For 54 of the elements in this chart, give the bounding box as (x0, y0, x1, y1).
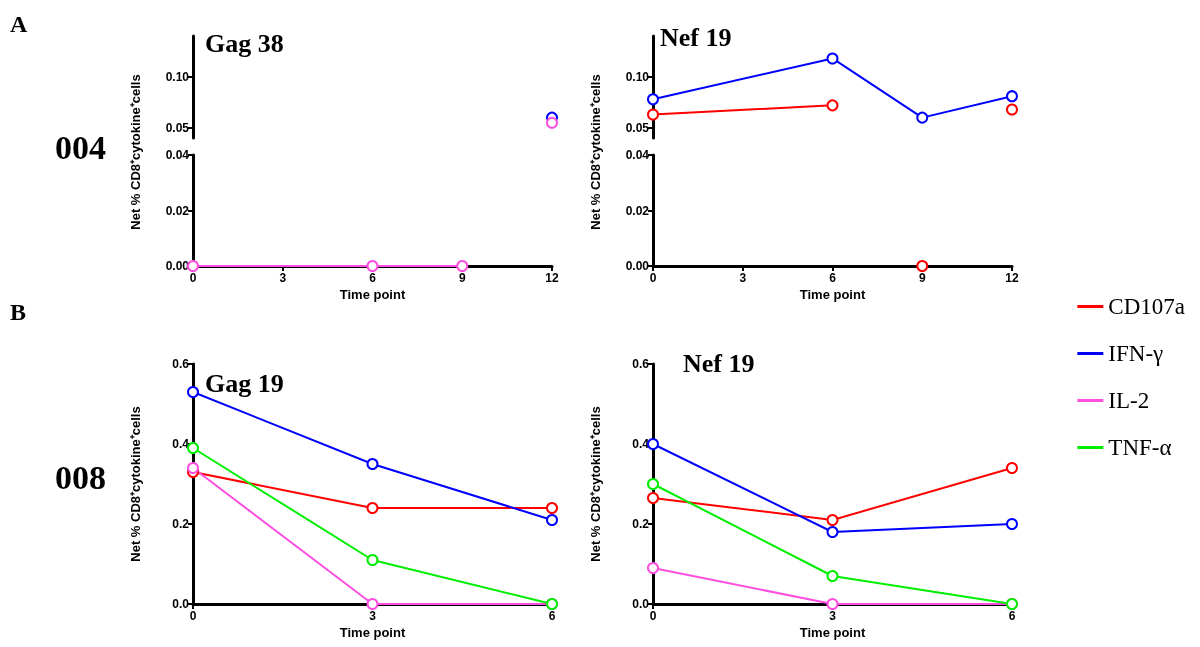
y-tick-label: 0.4 (632, 437, 650, 451)
chart-title: Nef 19 (660, 22, 732, 52)
y-axis-title: Net % CD8⁺cytokine⁺cells (587, 406, 603, 562)
x-tick-label: 6 (548, 609, 556, 623)
y-tick-label: 0.2 (172, 517, 190, 531)
x-tick-label: 3 (279, 271, 287, 285)
legend-label: IL-2 (1108, 388, 1150, 413)
x-tick-label: 0 (189, 609, 197, 623)
x-axis-title: Time point (339, 625, 406, 640)
text: B (10, 299, 27, 325)
y-tick-label: 0.4 (172, 437, 190, 451)
y-tick-label: 0.05 (625, 120, 650, 135)
legend-label: CD107a (1108, 294, 1186, 319)
y-tick-label: 0.00 (625, 259, 650, 273)
x-tick-label: 12 (1005, 271, 1019, 285)
y-tick-label: 0.05 (165, 120, 190, 135)
legend-label: TNF-α (1108, 435, 1172, 460)
x-tick-label: 6 (1008, 609, 1016, 623)
y-tick-label: 0.02 (625, 203, 650, 218)
y-tick-label: 0.02 (165, 203, 190, 218)
y-tick-label: 0.04 (625, 148, 650, 162)
y-axis-title: Net % CD8⁺cytokine⁺cells (127, 406, 143, 562)
y-tick-label: 0.6 (172, 357, 190, 371)
x-tick-label: 0 (189, 271, 197, 285)
x-tick-label: 3 (739, 271, 747, 285)
chart-title: Gag 19 (205, 368, 284, 398)
y-axis-title: Net % CD8⁺cytokine⁺cells (587, 74, 603, 230)
x-axis-title: Time point (799, 287, 866, 302)
text: 008 (55, 458, 106, 496)
x-tick-label: 0 (649, 271, 657, 285)
y-tick-label: 0.10 (165, 69, 190, 84)
y-tick-label: 0.6 (632, 357, 650, 371)
y-tick-label: 0.00 (165, 259, 190, 273)
y-tick-label: 0.0 (632, 597, 650, 611)
x-tick-label: 3 (369, 609, 377, 623)
x-axis-title: Time point (339, 287, 406, 302)
y-tick-label: 0.10 (625, 69, 650, 84)
x-axis-title: Time point (799, 625, 866, 640)
y-tick-label: 0.04 (165, 148, 190, 162)
x-tick-label: 6 (829, 271, 837, 285)
text: A (10, 11, 28, 37)
x-tick-label: 12 (545, 271, 559, 285)
text: 004 (55, 128, 106, 166)
x-tick-label: 3 (829, 609, 837, 623)
y-axis-title: Net % CD8⁺cytokine⁺cells (127, 74, 143, 230)
x-tick-label: 6 (369, 271, 377, 285)
y-tick-label: 0.0 (172, 597, 190, 611)
chart-title: Nef 19 (683, 348, 755, 378)
x-tick-label: 9 (458, 271, 466, 285)
legend-label: IFN-γ (1108, 341, 1164, 366)
chart-title: Gag 38 (205, 28, 284, 58)
y-tick-label: 0.2 (632, 517, 650, 531)
x-tick-label: 9 (918, 271, 926, 285)
x-tick-label: 0 (649, 609, 657, 623)
